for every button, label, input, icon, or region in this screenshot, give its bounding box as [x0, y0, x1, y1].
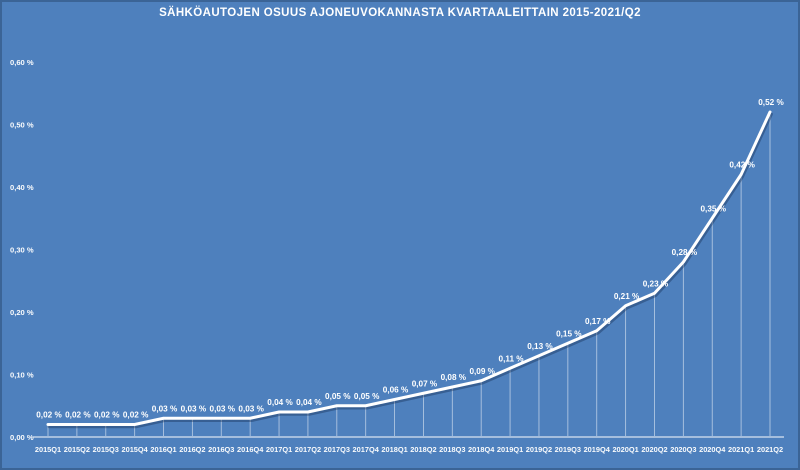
- data-point-label: 0,15 %: [556, 329, 582, 338]
- data-point-label: 0,02 %: [36, 411, 62, 420]
- y-axis-label: 0,30 %: [10, 246, 34, 255]
- y-axis-label: 0,10 %: [10, 371, 34, 380]
- x-axis-label: 2020Q1: [612, 445, 638, 454]
- x-axis-label: 2016Q2: [179, 445, 205, 454]
- x-axis-label: 2016Q1: [150, 445, 176, 454]
- data-point-label: 0,07 %: [412, 379, 438, 388]
- y-axis-label: 0,00 %: [10, 433, 34, 442]
- series-line: [46, 110, 772, 426]
- x-axis-label: 2017Q1: [266, 445, 292, 454]
- data-point-label: 0,02 %: [94, 411, 120, 420]
- x-axis-label: 2016Q3: [208, 445, 234, 454]
- data-point-label: 0,28 %: [672, 248, 698, 257]
- data-point-label: 0,03 %: [210, 404, 236, 413]
- chart-title: SÄHKÖAUTOJEN OSUUS AJONEUVOKANNASTA KVAR…: [159, 7, 641, 19]
- x-axis-label: 2016Q4: [237, 445, 264, 454]
- data-point-label: 0,05 %: [325, 392, 351, 401]
- data-point-label: 0,03 %: [152, 404, 178, 413]
- x-axis-label: 2018Q3: [439, 445, 465, 454]
- x-axis-label: 2019Q4: [584, 445, 611, 454]
- data-point-label: 0,04 %: [296, 398, 322, 407]
- x-axis-label: 2018Q4: [468, 445, 495, 454]
- x-axis-label: 2017Q3: [324, 445, 350, 454]
- data-point-label: 0,05 %: [354, 392, 380, 401]
- x-axis-label: 2021Q1: [728, 445, 754, 454]
- x-axis-label: 2015Q3: [93, 445, 119, 454]
- x-axis-label: 2019Q1: [497, 445, 523, 454]
- x-axis-label: 2018Q1: [381, 445, 407, 454]
- data-point-label: 0,21 %: [614, 292, 640, 301]
- x-axis-label: 2017Q2: [295, 445, 321, 454]
- data-point-label: 0,08 %: [441, 373, 467, 382]
- data-point-label: 0,03 %: [238, 404, 264, 413]
- data-point-label: 0,09 %: [469, 367, 495, 376]
- data-point-label: 0,35 %: [700, 204, 726, 213]
- x-axis-label: 2015Q2: [64, 445, 90, 454]
- x-axis-label: 2015Q1: [35, 445, 61, 454]
- y-axis-label: 0,20 %: [10, 308, 34, 317]
- data-point-label: 0,23 %: [643, 279, 669, 288]
- data-point-label: 0,52 %: [758, 98, 784, 107]
- y-axis-label: 0,50 %: [10, 121, 34, 130]
- data-point-label: 0,11 %: [499, 354, 525, 363]
- data-point-label: 0,06 %: [383, 386, 409, 395]
- y-axis-label: 0,60 %: [10, 58, 34, 67]
- x-axis-label: 2020Q3: [670, 445, 696, 454]
- data-point-label: 0,04 %: [267, 398, 293, 407]
- series-line-shadow: [47, 112, 773, 429]
- x-axis-label: 2019Q2: [526, 445, 552, 454]
- x-axis-label: 2018Q2: [410, 445, 436, 454]
- data-point-label: 0,02 %: [65, 411, 91, 420]
- data-point-label: 0,02 %: [123, 411, 149, 420]
- x-axis-label: 2017Q4: [353, 445, 380, 454]
- data-point-label: 0,13 %: [527, 342, 553, 351]
- x-axis-label: 2020Q4: [699, 445, 726, 454]
- x-axis-label: 2020Q2: [641, 445, 667, 454]
- x-axis-label: 2015Q4: [121, 445, 148, 454]
- data-point-label: 0,03 %: [181, 404, 207, 413]
- x-axis-label: 2019Q3: [555, 445, 581, 454]
- x-axis-label: 2021Q2: [757, 445, 783, 454]
- data-point-label: 0,42 %: [729, 161, 755, 170]
- y-axis-label: 0,40 %: [10, 183, 34, 192]
- data-point-label: 0,17 %: [585, 317, 611, 326]
